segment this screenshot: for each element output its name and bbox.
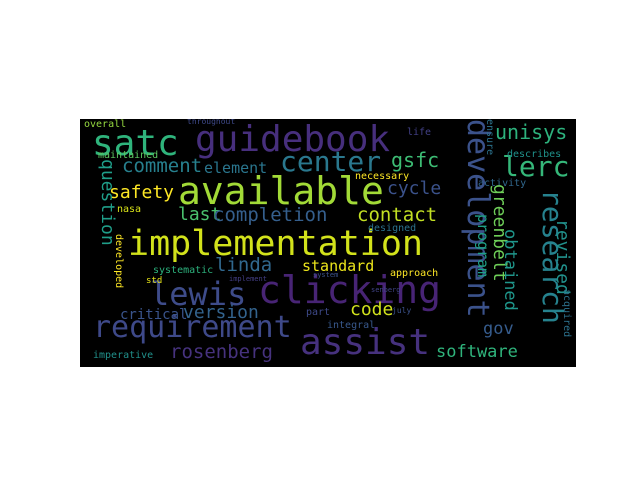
word: guidebook bbox=[195, 119, 391, 160]
word-cloud: guidebook satc available implementation … bbox=[80, 119, 576, 367]
word: lewis bbox=[150, 275, 247, 313]
word: gsfc bbox=[391, 148, 440, 172]
word: senberg bbox=[371, 286, 401, 294]
word: july bbox=[392, 306, 412, 315]
word: gov bbox=[483, 319, 514, 339]
word: implementation bbox=[128, 224, 424, 264]
word: life bbox=[407, 127, 432, 138]
word: developed bbox=[113, 234, 124, 289]
word: lerc bbox=[502, 150, 570, 183]
word: version bbox=[183, 302, 259, 323]
word: code bbox=[350, 299, 394, 320]
word: rosenberg bbox=[170, 341, 273, 363]
word: necessary bbox=[355, 171, 410, 182]
word: part bbox=[306, 307, 331, 318]
word: program bbox=[474, 214, 492, 278]
word: system bbox=[313, 271, 339, 279]
word: revised bbox=[552, 219, 573, 295]
word: completion bbox=[213, 204, 328, 226]
word: requirement bbox=[93, 310, 292, 345]
word: software bbox=[436, 342, 518, 362]
word: implement bbox=[229, 275, 267, 283]
word: imperative bbox=[93, 350, 154, 361]
word: ensure bbox=[484, 119, 495, 156]
word: maintained bbox=[98, 150, 159, 161]
word: obtained bbox=[500, 229, 520, 311]
word: question bbox=[97, 159, 118, 246]
word: throughout bbox=[187, 119, 236, 126]
word: describes bbox=[507, 149, 562, 160]
word: clicking bbox=[258, 268, 442, 312]
word: available bbox=[178, 169, 384, 213]
word: approach bbox=[390, 268, 439, 279]
word: acquired bbox=[561, 289, 572, 338]
word: systematic bbox=[153, 265, 214, 276]
word: std bbox=[146, 276, 163, 286]
word: last bbox=[178, 204, 222, 225]
word: comment bbox=[122, 155, 203, 177]
word: linda bbox=[215, 254, 273, 276]
word: nasa bbox=[117, 204, 142, 215]
word: contact bbox=[357, 204, 438, 226]
word: standard bbox=[302, 257, 375, 275]
word: designed bbox=[368, 223, 417, 234]
word: activity bbox=[478, 178, 527, 189]
word: center bbox=[280, 145, 382, 178]
word: unisys bbox=[495, 120, 568, 144]
word: overall bbox=[84, 119, 127, 130]
word: critical bbox=[120, 307, 188, 323]
word: element bbox=[204, 159, 268, 177]
word: safety bbox=[109, 182, 175, 203]
word: satc bbox=[92, 123, 179, 164]
word: assist bbox=[300, 322, 431, 363]
word: integral bbox=[327, 320, 376, 331]
word: cycle bbox=[387, 178, 442, 199]
